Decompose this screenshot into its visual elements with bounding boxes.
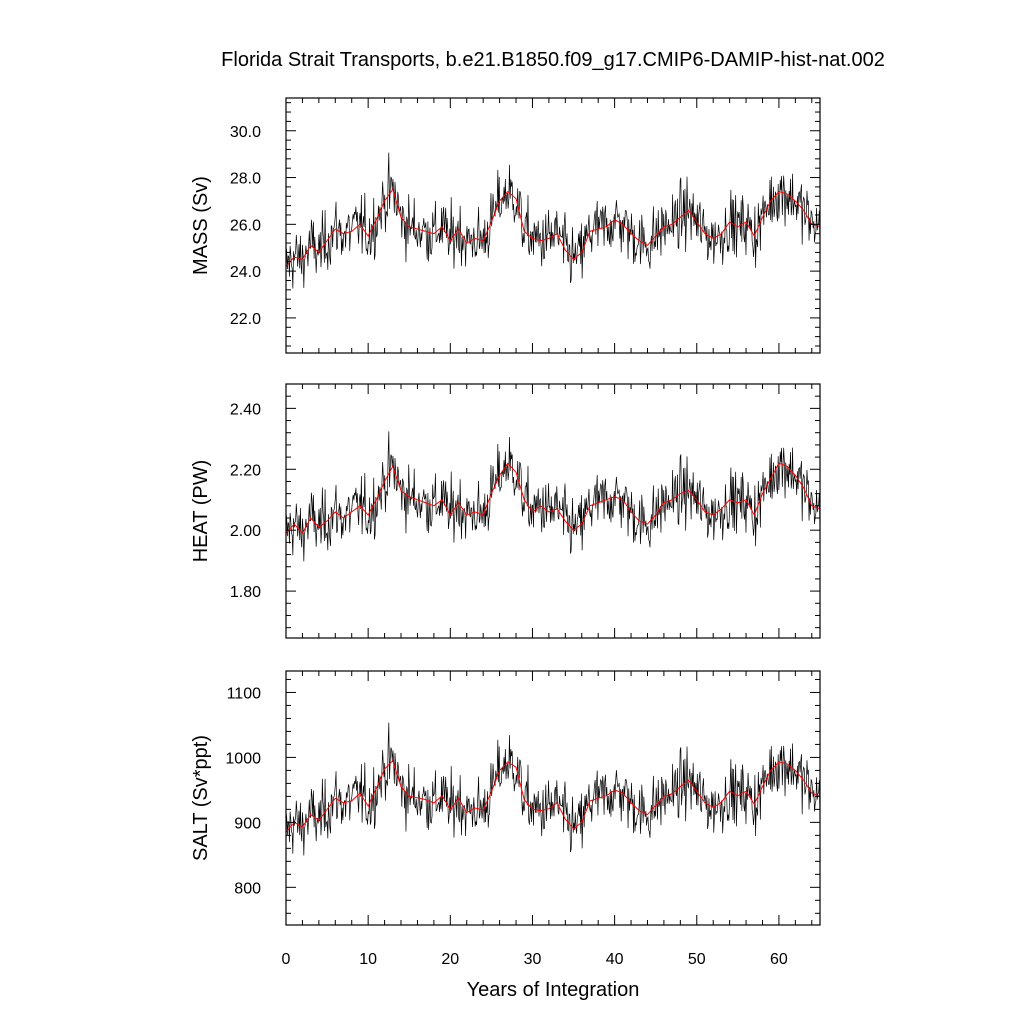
panel-heat: 1.80 2.00 2.20 2.40 HEAT (PW) — [190, 383, 821, 639]
mass-running-mean-line — [286, 188, 820, 267]
heat-y-tick-label: 2.40 — [230, 401, 261, 418]
salt-y-tick-label: 1100 — [227, 685, 262, 702]
panel-salt: 800 900 1000 1100 SALT (Sv*ppt) 0 10 20 30 40 50 60 — [190, 670, 821, 968]
x-tick-label: 20 — [441, 951, 459, 968]
heat-y-axis-label: HEAT (PW) — [190, 460, 212, 563]
mass-y-axis-label: MASS (Sv) — [190, 176, 212, 275]
heat-monthly-line — [286, 431, 820, 562]
salt-y-tick-label: 1000 — [225, 750, 261, 767]
heat-y-tick-label: 2.00 — [230, 523, 261, 540]
mass-y-tick-label: 30.0 — [230, 124, 261, 141]
salt-running-mean-line — [286, 759, 820, 833]
x-tick-label: 30 — [524, 951, 542, 968]
mass-monthly-line — [286, 152, 820, 289]
x-tick-label: 10 — [359, 951, 377, 968]
mass-y-tick-label: 26.0 — [230, 217, 261, 234]
x-tick-label: 40 — [606, 951, 624, 968]
heat-plot-frame — [285, 383, 821, 639]
x-tick-label: 0 — [282, 951, 291, 968]
heat-y-tick-label: 2.20 — [230, 462, 261, 479]
salt-y-tick-label: 800 — [234, 880, 261, 897]
mass-y-tick-label: 28.0 — [230, 171, 261, 188]
mass-plot-frame — [285, 97, 821, 354]
x-tick-label: 60 — [770, 951, 788, 968]
x-tick-label: 50 — [688, 951, 706, 968]
salt-y-tick-label: 900 — [234, 815, 261, 832]
salt-y-axis-label: SALT (Sv*ppt) — [190, 735, 212, 861]
x-axis-label: Years of Integration — [467, 979, 640, 1001]
salt-monthly-line — [286, 722, 820, 856]
heat-y-tick-label: 1.80 — [230, 584, 261, 601]
mass-y-tick-label: 22.0 — [230, 311, 261, 328]
panels-group: 22.0 24.0 26.0 28.0 30.0 MASS (Sv) 1.80 2.00 2.2… — [190, 97, 821, 968]
chart-title: Florida Strait Transports, b.e21.B1850.f… — [221, 49, 885, 71]
mass-y-tick-label: 24.0 — [230, 264, 261, 281]
salt-plot-frame — [285, 670, 821, 926]
heat-running-mean-line — [286, 462, 820, 535]
panel-mass: 22.0 24.0 26.0 28.0 30.0 MASS (Sv) — [190, 97, 821, 354]
